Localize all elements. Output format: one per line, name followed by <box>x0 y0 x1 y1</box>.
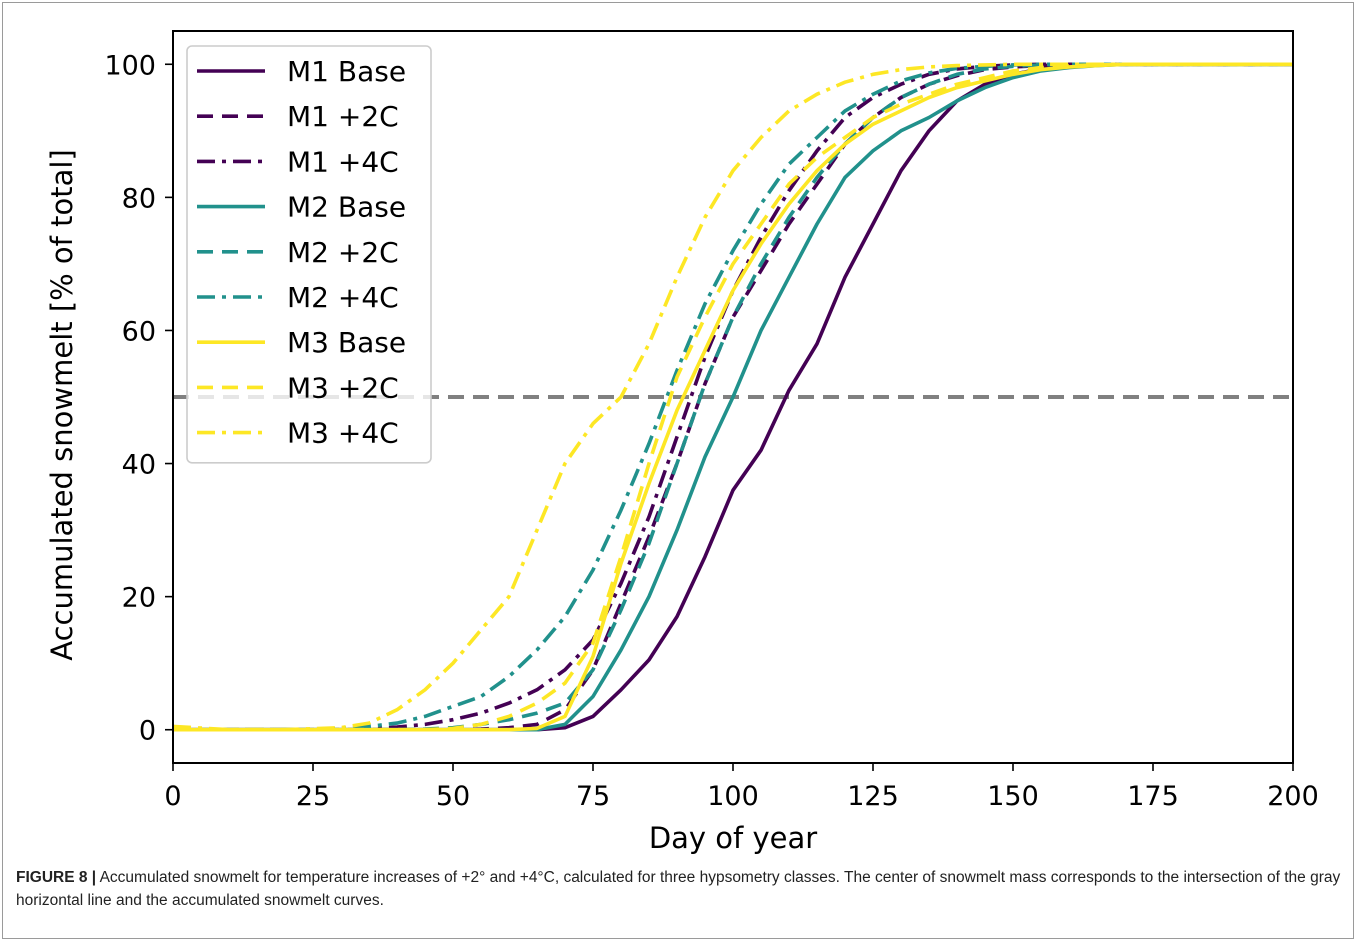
legend-label: M1 +4C <box>287 145 399 178</box>
legend-label: M2 Base <box>287 191 406 224</box>
legend-label: M3 +2C <box>287 371 399 404</box>
figure-caption: FIGURE 8 | Accumulated snowmelt for temp… <box>16 866 1342 912</box>
series-line-9 <box>173 62 1293 732</box>
legend-label: M2 +2C <box>287 236 399 269</box>
legend-label: M2 +4C <box>287 281 399 314</box>
legend-box <box>186 45 432 464</box>
series-line-8 <box>173 62 1293 732</box>
series-layer <box>173 62 1293 732</box>
x-tick-label: 150 <box>987 781 1039 812</box>
x-tick-label: 75 <box>576 781 610 812</box>
y-tick-label: 60 <box>122 316 156 347</box>
caption-label: FIGURE 8 | <box>16 869 97 886</box>
y-axis: 0 20 40 60 80 100 <box>104 50 173 747</box>
x-tick-label: 100 <box>707 781 759 812</box>
y-axis-label: Accumulated snowmelt [% of total] <box>45 149 79 660</box>
x-tick-label: 0 <box>164 781 181 812</box>
y-tick-label: 0 <box>139 716 156 747</box>
x-tick-label: 175 <box>1127 781 1179 812</box>
x-axis: 0 25 50 75 100 125 150 175 200 <box>164 763 1319 812</box>
y-tick-label: 20 <box>122 583 156 614</box>
legend-label: M3 Base <box>287 326 406 359</box>
snowmelt-chart: 0 25 50 75 100 125 150 175 200 0 20 40 60 80 100 Day … <box>45 30 1319 855</box>
y-tick-label: 80 <box>122 183 156 214</box>
x-tick-label: 125 <box>847 781 899 812</box>
legend-label: M1 +2C <box>287 100 399 133</box>
caption-text: Accumulated snowmelt for temperature inc… <box>16 869 1341 909</box>
x-tick-label: 200 <box>1267 781 1319 812</box>
legend-label: M3 +4C <box>287 417 399 450</box>
x-tick-label: 25 <box>296 781 330 812</box>
x-axis-label: Day of year <box>649 821 817 855</box>
y-tick-label: 40 <box>122 450 156 481</box>
y-tick-label: 100 <box>104 50 156 81</box>
series-line-3 <box>173 62 1293 732</box>
legend-label: M1 Base <box>287 55 406 88</box>
legend: M1 Base M1 +2C M1 +4C M2 Base M2 +2C M2 +4C M3… <box>186 45 432 464</box>
x-tick-label: 50 <box>436 781 470 812</box>
